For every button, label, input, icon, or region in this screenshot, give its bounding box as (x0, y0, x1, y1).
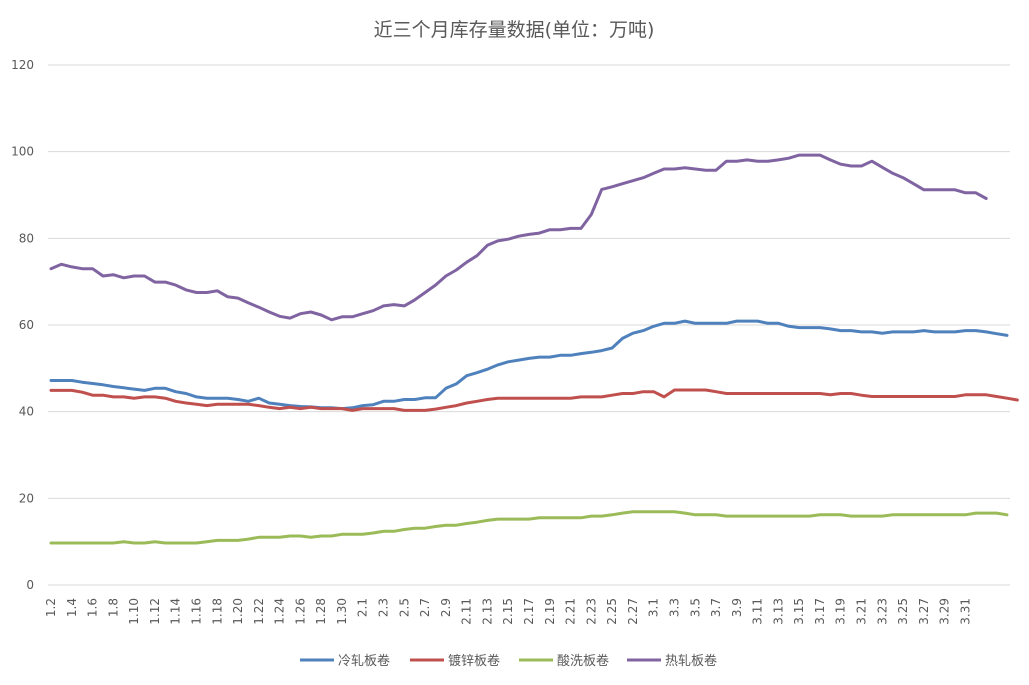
x-tick-label: 2.27 (626, 598, 640, 625)
x-tick-label: 1.24 (273, 598, 287, 625)
x-tick-label: 1.2 (44, 598, 58, 617)
x-tick-label: 3.5 (688, 598, 702, 617)
legend: 冷轧板卷 镀锌板卷 酸洗板卷 热轧板卷 (300, 653, 717, 669)
x-tick-label: 3.7 (709, 598, 723, 617)
series-line-3 (49, 510, 1009, 545)
series-line-1 (49, 319, 1009, 411)
x-tick-label: 3.11 (751, 598, 765, 625)
series-line-2 (49, 388, 1019, 412)
x-tick-label: 1.22 (252, 598, 266, 625)
x-tick-label: 2.25 (605, 598, 619, 625)
x-tick-label: 1.30 (335, 598, 349, 625)
x-tick-label: 3.27 (917, 598, 931, 625)
x-tick-label: 2.19 (543, 598, 557, 625)
x-tick-label: 3.9 (730, 598, 744, 617)
x-axis-ticks: 1.2 1.4 1.6 1.8 1.10 1.12 1.14 1.16 1.18 1.20 1.22… (44, 598, 972, 625)
y-tick-label: 60 (19, 318, 34, 332)
x-tick-label: 1.4 (65, 598, 79, 617)
legend-label: 镀锌板卷 (448, 653, 500, 669)
x-tick-label: 2.5 (397, 598, 411, 617)
x-tick-label: 1.12 (148, 598, 162, 625)
x-tick-label: 1.14 (169, 598, 183, 625)
x-tick-label: 3.15 (792, 598, 806, 625)
series-line-4 (49, 153, 988, 322)
x-tick-label: 3.19 (834, 598, 848, 625)
x-tick-label: 1.20 (231, 598, 245, 625)
x-tick-label: 2.11 (460, 598, 474, 625)
y-tick-label: 40 (19, 405, 34, 419)
x-tick-label: 2.3 (377, 598, 391, 617)
legend-label: 冷轧板卷 (338, 653, 390, 669)
chart-title: 近三个月库存量数据(单位：万吨) (374, 19, 655, 41)
x-tick-label: 3.17 (813, 598, 827, 625)
x-tick-label: 2.21 (564, 598, 578, 625)
x-tick-label: 2.17 (522, 598, 536, 625)
x-tick-label: 2.9 (439, 598, 453, 617)
y-tick-label: 0 (26, 578, 34, 592)
x-tick-label: 1.10 (127, 598, 141, 625)
x-tick-label: 3.31 (958, 598, 972, 625)
series-lines (49, 153, 1019, 545)
x-tick-label: 3.13 (771, 598, 785, 625)
y-tick-label: 20 (19, 491, 34, 505)
x-tick-label: 2.7 (418, 598, 432, 617)
x-tick-label: 1.16 (189, 598, 203, 625)
y-axis-ticks: 0 20 40 60 80 100 120 (11, 58, 34, 592)
x-tick-label: 2.23 (584, 598, 598, 625)
x-tick-label: 3.23 (875, 598, 889, 625)
legend-label: 热轧板卷 (665, 653, 717, 669)
x-tick-label: 3.25 (896, 598, 910, 625)
x-tick-label: 3.1 (647, 598, 661, 617)
x-tick-label: 3.29 (938, 598, 952, 625)
x-tick-label: 1.28 (314, 598, 328, 625)
x-tick-label: 3.3 (667, 598, 681, 617)
y-tick-label: 80 (19, 231, 34, 245)
y-tick-label: 120 (11, 58, 34, 72)
x-tick-label: 3.21 (855, 598, 869, 625)
x-tick-label: 2.15 (501, 598, 515, 625)
x-tick-label: 2.13 (480, 598, 494, 625)
x-tick-label: 2.1 (356, 598, 370, 617)
x-tick-label: 1.6 (86, 598, 100, 617)
y-tick-label: 100 (11, 145, 34, 159)
legend-label: 酸洗板卷 (557, 653, 609, 669)
x-tick-label: 1.18 (210, 598, 224, 625)
gridlines (48, 64, 1010, 586)
x-tick-label: 1.8 (106, 598, 120, 617)
x-tick-label: 1.26 (293, 598, 307, 625)
